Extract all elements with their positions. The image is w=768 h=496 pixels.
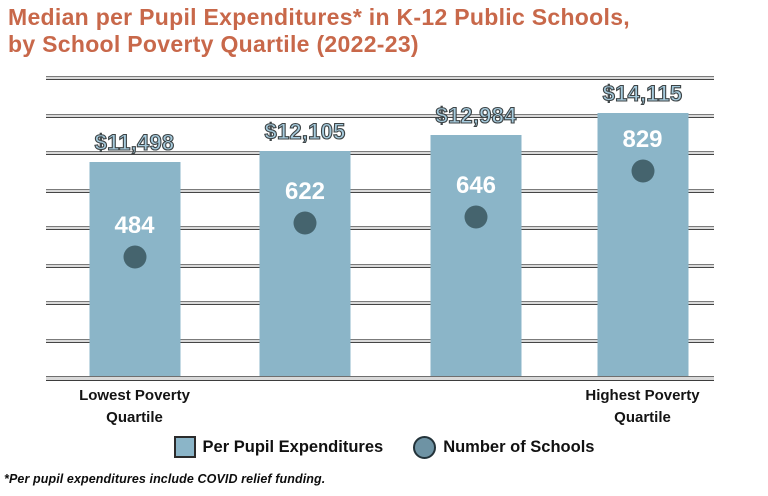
number-of-schools-label: 829 xyxy=(622,125,663,153)
bar-value-label: $12,984 xyxy=(435,102,517,128)
bar-value-label: $14,115 xyxy=(602,81,683,107)
legend-item-per-pupil-expenditures: Per Pupil Expenditures xyxy=(173,436,384,458)
chart-title: Median per Pupil Expenditures* in K-12 P… xyxy=(8,4,630,58)
gridline xyxy=(46,188,714,193)
bar-value-label: $11,498 xyxy=(94,130,175,156)
legend-item-number-of-schools: Number of Schools xyxy=(413,435,595,459)
x-category-label: Lowest Poverty Quartile xyxy=(79,387,190,426)
gridline xyxy=(46,76,714,80)
footnote: *Per pupil expenditures include COVID re… xyxy=(4,472,326,486)
bar-swatch-icon xyxy=(173,436,196,458)
chart-legend: Per Pupil Expenditures Number of Schools xyxy=(0,433,768,461)
gridline xyxy=(46,263,714,268)
number-of-schools-label: 622 xyxy=(284,177,326,205)
gridline xyxy=(46,301,714,305)
chart-title-line1: Median per Pupil Expenditures* in K-12 P… xyxy=(8,4,630,30)
x-category-label: Highest Poverty Quartile xyxy=(585,387,700,426)
bar-per-pupil-expenditures xyxy=(597,113,688,378)
legend-label: Per Pupil Expenditures xyxy=(202,437,384,456)
chart-title-line2: by School Poverty Quartile (2022-23) xyxy=(8,31,419,57)
number-of-schools-dot xyxy=(631,159,654,183)
x-axis-line xyxy=(46,376,714,381)
plot-area: $0K$2K$4K$6K$8K$10K$12K$14K$16K020040060… xyxy=(46,76,714,381)
bar-value-label: $12,105 xyxy=(264,118,346,145)
bar-per-pupil-expenditures xyxy=(430,134,522,378)
number-of-schools-label: 646 xyxy=(455,171,497,199)
gridline xyxy=(46,338,714,343)
number-of-schools-dot xyxy=(123,245,146,269)
gridline xyxy=(46,226,714,230)
bar-per-pupil-expenditures xyxy=(89,162,180,378)
gridline xyxy=(46,113,714,118)
number-of-schools-label: 484 xyxy=(114,212,155,239)
legend-label: Number of Schools xyxy=(443,437,595,456)
gridline xyxy=(46,151,714,155)
bar-per-pupil-expenditures xyxy=(259,151,351,378)
number-of-schools-dot xyxy=(464,205,488,228)
number-of-schools-dot xyxy=(293,211,317,234)
dot-swatch-icon xyxy=(413,435,437,459)
